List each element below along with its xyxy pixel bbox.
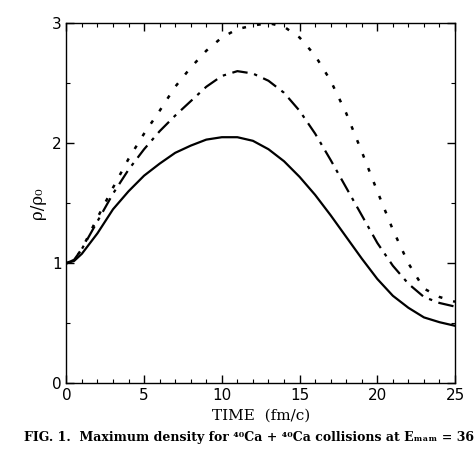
Y-axis label: ρ/ρ₀: ρ/ρ₀: [29, 188, 46, 219]
X-axis label: TIME  (fm/c): TIME (fm/c): [211, 409, 310, 423]
Text: FIG. 1.  Maximum density for ⁴⁰Ca + ⁴⁰Ca collisions at Eₘₐₘ = 368: FIG. 1. Maximum density for ⁴⁰Ca + ⁴⁰Ca …: [24, 431, 474, 444]
